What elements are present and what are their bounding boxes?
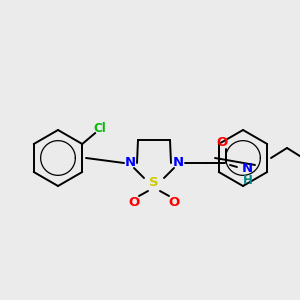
Text: O: O [168,196,180,209]
Text: O: O [128,196,140,209]
Text: N: N [172,157,184,169]
Text: Cl: Cl [94,122,106,134]
Text: N: N [242,163,253,176]
Text: H: H [243,173,253,187]
Text: N: N [124,157,136,169]
Text: O: O [216,136,228,148]
Text: S: S [149,176,159,190]
